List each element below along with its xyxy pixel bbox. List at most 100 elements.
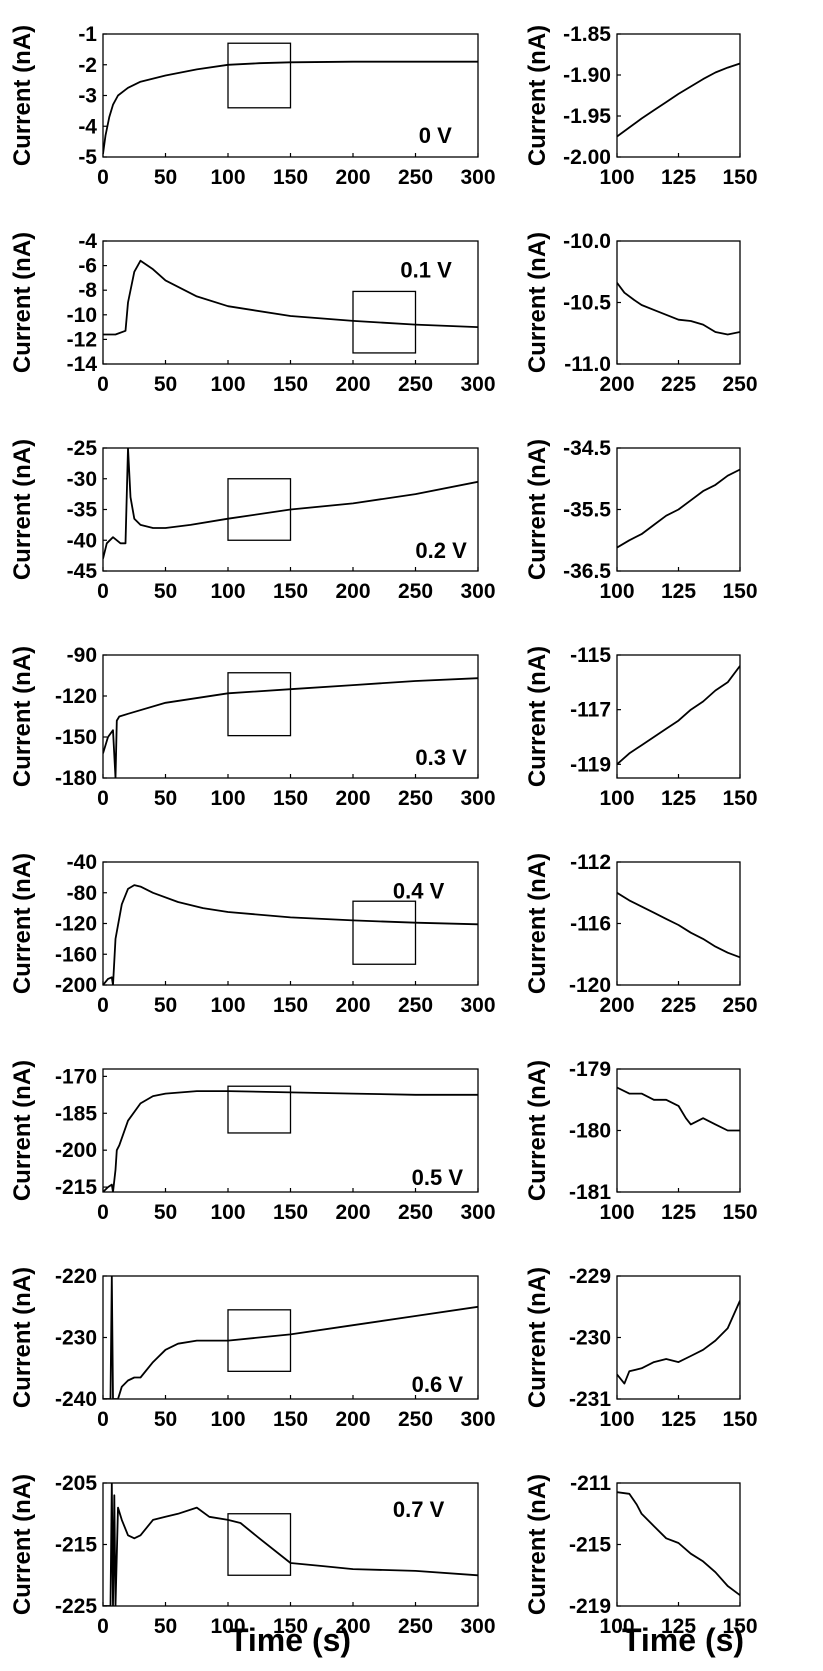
main-panel-7: 0 50 100 150 200 250 300 -220 -230 -240 Current (n…: [9, 1265, 496, 1431]
x-tick-label: 200: [335, 580, 370, 603]
zoom-x-axis-title: Time (s): [622, 1622, 744, 1658]
y-tick-label: -1.90: [563, 64, 611, 87]
y-tick-label: -179: [569, 1058, 611, 1081]
x-tick-label: 250: [398, 580, 433, 603]
x-tick-label: 100: [210, 580, 245, 603]
y-tick-label: -4: [78, 230, 97, 253]
x-tick-label: 200: [335, 166, 370, 189]
x-tick-label: 250: [398, 1408, 433, 1431]
y-axis-label: Current (nA): [9, 1060, 36, 1201]
y-tick-label: -2.00: [563, 146, 611, 169]
y-tick-label: -1.85: [563, 23, 611, 46]
x-tick-label: 250: [398, 1201, 433, 1224]
y-tick-label: -11.0: [564, 353, 611, 376]
y-axis-label: Current (nA): [9, 1474, 36, 1615]
y-tick-label: -1.95: [563, 105, 611, 128]
y-tick-label: -3: [78, 85, 97, 108]
y-axis-label: Current (nA): [524, 1267, 551, 1408]
y-tick-label: -160: [55, 943, 97, 966]
y-axis-label: Current (nA): [9, 1267, 36, 1408]
main-panel-1: 0 50 100 150 200 250 300 -1 -2 -3 -4 -5 Current (nA)…: [9, 23, 496, 189]
y-tick-label: -30: [67, 468, 97, 491]
y-tick-label: -10.0: [563, 230, 611, 253]
y-tick-label: -150: [55, 726, 97, 749]
main-panel-2: 0 50 100 150 200 250 300 -4-6-8-10-12-14 Current…: [9, 230, 496, 396]
zoom-region-box: [227, 1309, 292, 1372]
y-axis-label: Current (nA): [524, 1060, 551, 1201]
y-tick-label: -180: [55, 767, 97, 790]
zoom-panel-8: 100 125 150 -211 -215 -219 Current (nA): [524, 1472, 758, 1638]
zoom-region-box: [227, 42, 292, 109]
series-line: [103, 448, 478, 559]
x-tick-label: 150: [273, 373, 308, 396]
x-tick-label: 125: [661, 166, 696, 189]
x-tick-label: 250: [722, 994, 757, 1017]
y-tick-label: -80: [67, 882, 97, 905]
x-tick-label: 50: [154, 994, 177, 1017]
x-tick-label: 250: [398, 787, 433, 810]
y-tick-label: -34.5: [563, 437, 611, 460]
x-tick-label: 100: [210, 994, 245, 1017]
series-line: [103, 259, 478, 336]
y-tick-label: -35: [67, 499, 98, 522]
x-tick-label: 300: [460, 373, 495, 396]
x-tick-label: 100: [599, 1201, 634, 1224]
x-tick-label: 300: [460, 1408, 495, 1431]
x-tick-label: 100: [210, 373, 245, 396]
x-tick-label: 250: [722, 373, 757, 396]
zoom-region-box: [227, 1513, 292, 1576]
x-tick-label: 300: [460, 787, 495, 810]
y-tick-label: -215: [569, 1534, 611, 1557]
x-tick-label: 100: [599, 166, 634, 189]
y-tick-label: -36.5: [563, 560, 611, 583]
y-tick-label: -120: [569, 974, 611, 997]
y-tick-label: -181: [569, 1181, 611, 1204]
x-tick-label: 200: [335, 1201, 370, 1224]
x-tick-label: 200: [335, 787, 370, 810]
x-tick-label: 150: [722, 580, 757, 603]
y-axis-label: Current (nA): [524, 1474, 551, 1615]
x-tick-label: 0: [97, 1615, 109, 1638]
main-panel-5: 0 50 100 150 200 250 300 -40 -80 -120 -160 -200 Curr…: [9, 851, 496, 1017]
main-panel-8: 0 50 100 150 200 250 300 -205 -215 -225 Current (n…: [9, 1472, 496, 1638]
y-tick-label: -116: [570, 913, 611, 936]
y-tick-label: -8: [78, 279, 97, 302]
plot-frame: [616, 861, 741, 986]
voltage-label: 0.7 V: [393, 1497, 445, 1522]
y-tick-label: -120: [55, 913, 97, 936]
plot-frame: [616, 654, 741, 779]
y-tick-label: -220: [55, 1265, 97, 1288]
x-tick-label: 150: [273, 1615, 308, 1638]
series-line: [617, 282, 740, 336]
x-tick-label: 50: [154, 580, 177, 603]
x-tick-label: 100: [210, 1408, 245, 1431]
zoom-region-box: [352, 290, 417, 354]
y-tick-label: -115: [570, 644, 611, 667]
x-tick-label: 125: [661, 787, 696, 810]
y-tick-label: -6: [78, 255, 97, 278]
series-line: [103, 677, 478, 778]
y-tick-label: -35.5: [563, 499, 611, 522]
panels: 0 50 100 150 200 250 300 -1 -2 -3 -4 -5 Current (nA)…: [9, 23, 758, 1638]
x-tick-label: 0: [97, 1408, 109, 1431]
voltage-label: 0.5 V: [412, 1165, 464, 1190]
x-tick-label: 50: [154, 1615, 177, 1638]
x-tick-label: 0: [97, 580, 109, 603]
x-tick-label: 150: [722, 1615, 757, 1638]
x-tick-label: 250: [398, 373, 433, 396]
series-line: [103, 884, 478, 985]
y-tick-label: -180: [569, 1120, 611, 1143]
x-tick-label: 150: [273, 1408, 308, 1431]
zoom-panel-2: 200 225 250 -10.0 -10.5 -11.0 Current (nA): [524, 230, 758, 396]
x-tick-label: 0: [97, 994, 109, 1017]
y-tick-label: -4: [78, 115, 97, 138]
x-tick-label: 0: [97, 166, 109, 189]
y-tick-label: -112: [570, 851, 611, 874]
x-tick-label: 300: [460, 994, 495, 1017]
x-tick-label: 250: [398, 166, 433, 189]
y-axis-label: Current (nA): [524, 232, 551, 373]
x-tick-label: 150: [722, 787, 757, 810]
zoom-region-box: [352, 900, 417, 965]
y-tick-label: -185: [55, 1102, 97, 1125]
